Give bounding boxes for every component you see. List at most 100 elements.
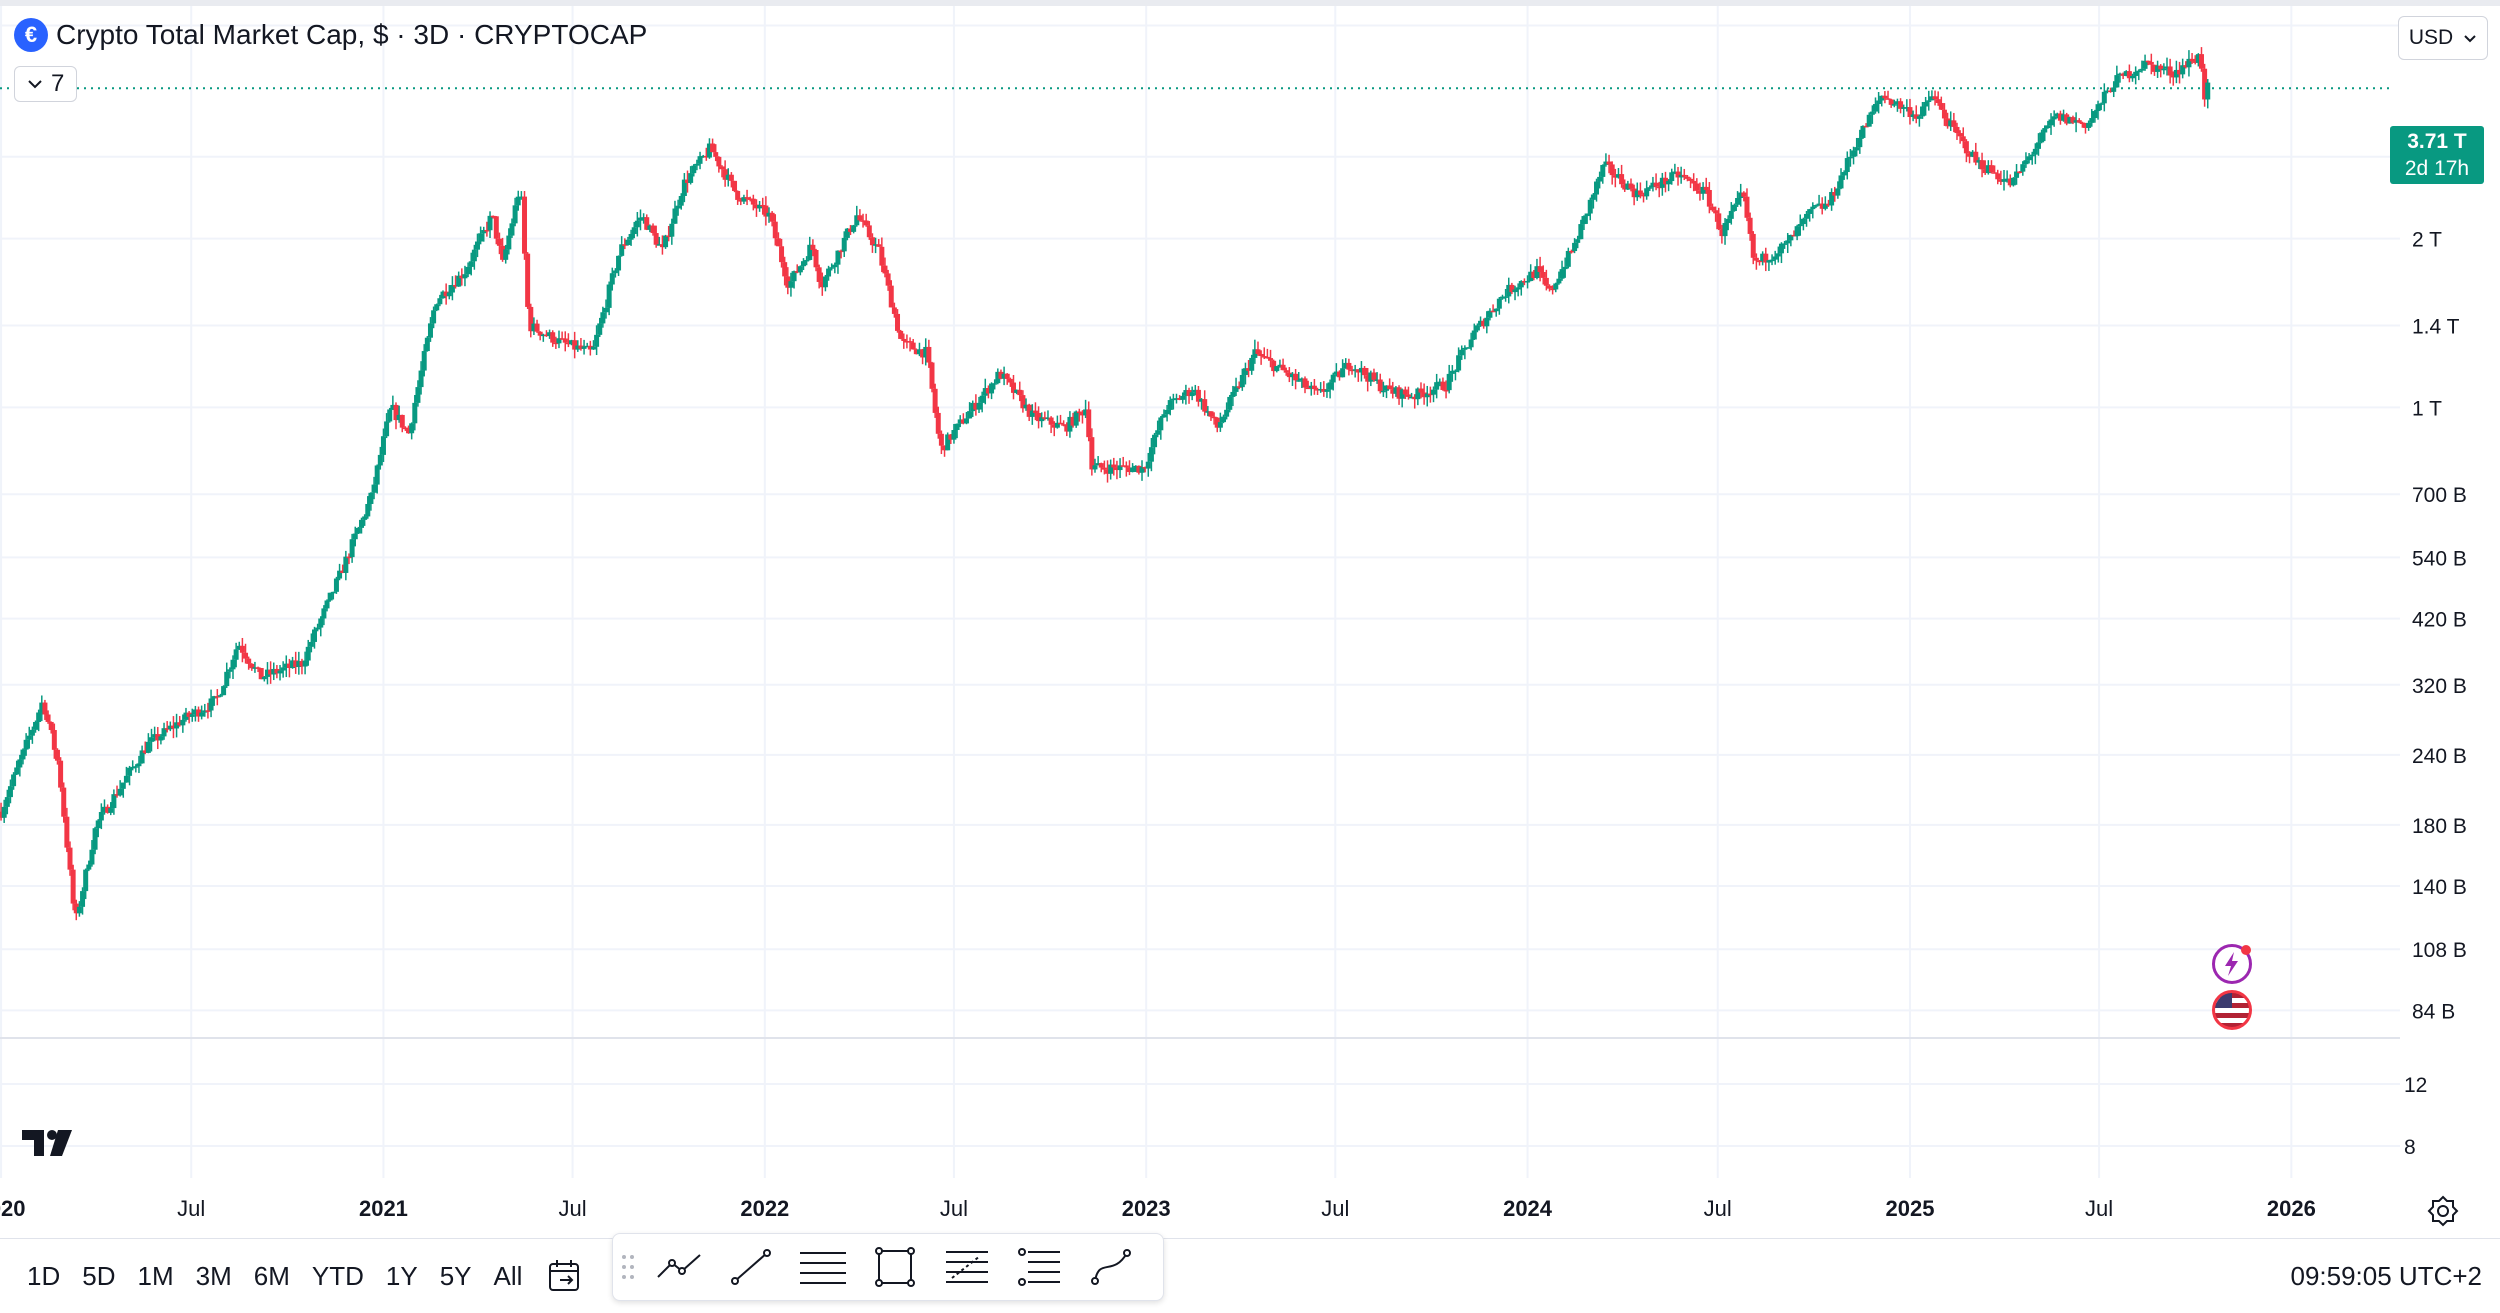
- candle-body: [954, 423, 960, 431]
- candle-body: [760, 204, 766, 207]
- time-tick-label: 2026: [2267, 1196, 2316, 1221]
- candle-body: [70, 869, 76, 904]
- drag-grip-icon[interactable]: [613, 1254, 643, 1280]
- symbol-title-bar[interactable]: € Crypto Total Market Cap, $ · 3D · CRYP…: [14, 18, 647, 52]
- candle-body: [1688, 178, 1694, 181]
- candle-body: [810, 244, 816, 251]
- candle-body: [236, 645, 242, 650]
- candle-body: [440, 291, 446, 299]
- time-tick-label: Jul: [2085, 1196, 2113, 1221]
- candle-body: [1465, 347, 1471, 349]
- indicators-collapse-button[interactable]: 7: [14, 66, 78, 102]
- range-1y-button[interactable]: 1Y: [385, 1260, 418, 1291]
- candle-body: [127, 767, 133, 776]
- candle-body: [998, 371, 1004, 379]
- candle-body: [1029, 410, 1035, 417]
- events-lightning-icon[interactable]: [2212, 944, 2252, 984]
- candle-body: [785, 276, 791, 288]
- candle-body: [95, 820, 101, 829]
- candle-body: [305, 646, 311, 661]
- candle-body: [1819, 203, 1825, 209]
- candle-body: [891, 307, 897, 314]
- candle-body: [857, 215, 863, 221]
- candle-body: [1948, 120, 1954, 127]
- rectangle-icon[interactable]: [859, 1234, 931, 1300]
- goto-date-icon[interactable]: [546, 1258, 586, 1299]
- trend-path-icon[interactable]: [643, 1234, 715, 1300]
- candle-body: [619, 244, 625, 256]
- candle-body: [600, 312, 606, 324]
- candle-body: [390, 404, 396, 410]
- candle-body: [666, 235, 672, 238]
- candle-body: [1509, 284, 1515, 293]
- tradingview-logo-icon[interactable]: [22, 1126, 82, 1165]
- range-3m-button[interactable]: 3M: [195, 1260, 232, 1291]
- candle-body: [268, 669, 274, 675]
- candle-body: [603, 307, 609, 313]
- candle-body: [1973, 151, 1979, 163]
- horizontal-lines-icon[interactable]: [787, 1234, 859, 1300]
- candle-body: [1346, 362, 1352, 370]
- trend-line-icon[interactable]: [715, 1234, 787, 1300]
- candle-body: [741, 197, 747, 202]
- candle-body: [1825, 203, 1831, 206]
- range-1m-button[interactable]: 1M: [137, 1260, 174, 1291]
- candle-body: [1152, 434, 1158, 448]
- candle-body: [1120, 465, 1126, 467]
- candle-body: [1719, 229, 1725, 237]
- candle-body: [904, 341, 910, 343]
- candle-body: [1681, 174, 1687, 177]
- candle-body: [2183, 65, 2189, 68]
- pitchfork-icon[interactable]: [1003, 1234, 1075, 1300]
- range-6m-button[interactable]: 6M: [253, 1260, 290, 1291]
- candle-body: [324, 600, 330, 609]
- candle-body: [1932, 96, 1938, 100]
- time-tick-label: Jul: [177, 1196, 205, 1221]
- chart-settings-icon[interactable]: [2426, 1194, 2460, 1233]
- range-5y-button[interactable]: 5Y: [439, 1260, 472, 1291]
- currency-select[interactable]: USD: [2398, 16, 2488, 60]
- candle-body: [1744, 196, 1750, 218]
- volume-axis: 12 8: [2404, 1074, 2427, 1159]
- candle-body: [2189, 58, 2195, 62]
- time-tick-label: 2024: [1503, 1196, 1553, 1221]
- candle-body: [1462, 347, 1468, 350]
- candle-body: [239, 645, 245, 653]
- candle-body: [164, 728, 170, 730]
- candle-body: [779, 246, 785, 263]
- range-5d-button[interactable]: 5D: [82, 1260, 116, 1291]
- candle-body: [800, 261, 806, 267]
- candle-body: [1456, 355, 1462, 371]
- candle-body: [1114, 467, 1120, 471]
- candle-body: [1036, 412, 1042, 422]
- range-all-button[interactable]: All: [493, 1260, 523, 1291]
- candle-body: [1612, 175, 1618, 178]
- candle-body: [1340, 368, 1346, 378]
- candle-body: [2117, 73, 2123, 76]
- candle-body: [2076, 120, 2082, 123]
- candle-body: [2007, 178, 2013, 186]
- candle-body: [214, 696, 220, 698]
- range-ytd-button[interactable]: YTD: [311, 1260, 364, 1291]
- candle-body: [700, 155, 706, 158]
- candle-body: [1010, 382, 1016, 393]
- candle-body: [879, 246, 885, 266]
- fib-retracement-icon[interactable]: [931, 1234, 1003, 1300]
- candle-body: [92, 828, 98, 850]
- candle-body: [406, 427, 412, 434]
- candle-body: [1979, 160, 1985, 170]
- candle-body: [2202, 68, 2208, 100]
- candle-body: [1603, 161, 1609, 165]
- exchange-clock[interactable]: 09:59:05 UTC+2: [2290, 1261, 2482, 1291]
- candle-body: [1653, 182, 1659, 187]
- candle-body: [622, 244, 628, 246]
- range-1d-button[interactable]: 1D: [27, 1260, 61, 1291]
- candle-body: [1073, 411, 1079, 426]
- us-flag-icon[interactable]: [2212, 990, 2252, 1030]
- candle-body: [2198, 54, 2204, 69]
- time-tick-label: 2021: [359, 1196, 408, 1221]
- brush-curve-icon[interactable]: [1075, 1234, 1147, 1300]
- candle-body: [1318, 388, 1324, 391]
- candle-body: [1330, 374, 1336, 383]
